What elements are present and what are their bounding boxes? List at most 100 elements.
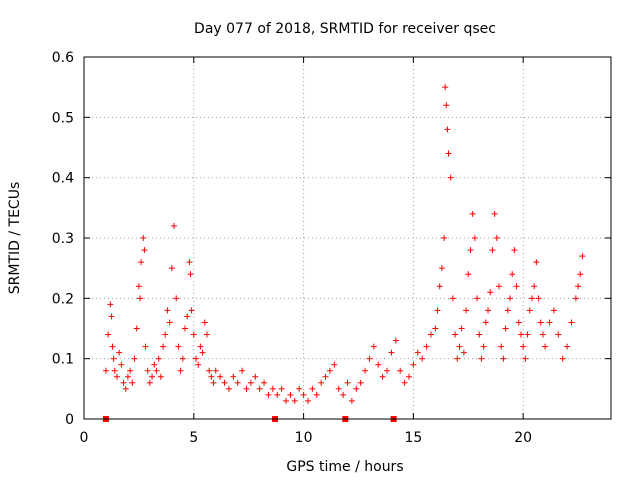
data-point bbox=[265, 391, 272, 398]
data-point bbox=[184, 313, 191, 320]
data-point bbox=[460, 349, 467, 356]
data-point bbox=[166, 319, 173, 326]
y-tick-label: 0.1 bbox=[52, 352, 74, 368]
data-point bbox=[452, 331, 459, 338]
data-point bbox=[105, 331, 112, 338]
data-point bbox=[397, 367, 404, 374]
data-point bbox=[142, 343, 149, 350]
data-point bbox=[500, 355, 507, 362]
data-point bbox=[401, 379, 408, 386]
data-point bbox=[414, 349, 421, 356]
data-point bbox=[441, 235, 448, 241]
y-tick-label: 0.5 bbox=[52, 110, 74, 126]
data-point bbox=[247, 379, 254, 386]
data-point bbox=[493, 235, 500, 241]
data-point bbox=[230, 373, 237, 380]
data-point bbox=[318, 379, 325, 386]
data-point bbox=[362, 367, 369, 374]
data-point bbox=[107, 301, 114, 308]
data-point bbox=[160, 343, 167, 350]
data-point bbox=[410, 361, 417, 368]
data-point bbox=[348, 397, 355, 404]
data-point bbox=[278, 385, 285, 392]
data-point bbox=[447, 174, 454, 181]
data-point bbox=[113, 373, 120, 380]
data-point bbox=[485, 307, 492, 314]
data-point bbox=[221, 379, 228, 386]
data-point bbox=[375, 361, 382, 368]
data-point bbox=[206, 367, 213, 374]
data-point bbox=[504, 307, 511, 314]
data-point bbox=[478, 355, 485, 362]
data-point bbox=[463, 307, 470, 314]
data-point bbox=[304, 397, 311, 404]
data-point bbox=[155, 355, 162, 362]
data-point bbox=[539, 331, 546, 338]
data-point bbox=[182, 325, 189, 332]
data-point bbox=[136, 295, 143, 302]
data-point bbox=[522, 355, 529, 362]
data-point bbox=[443, 102, 450, 109]
data-point bbox=[203, 331, 210, 338]
data-point bbox=[482, 319, 489, 326]
data-point bbox=[392, 337, 399, 344]
data-point bbox=[564, 343, 571, 350]
data-point bbox=[524, 331, 531, 338]
data-point bbox=[149, 373, 156, 380]
data-point bbox=[423, 343, 430, 350]
data-point bbox=[141, 247, 148, 254]
x-tick-label: 15 bbox=[404, 430, 422, 446]
data-point bbox=[502, 325, 509, 332]
plot-frame bbox=[83, 56, 612, 420]
data-point bbox=[144, 367, 151, 374]
data-point bbox=[496, 283, 503, 290]
x-axis-label: GPS time / hours bbox=[286, 459, 403, 475]
data-point bbox=[118, 361, 125, 368]
data-point bbox=[326, 367, 333, 374]
data-point bbox=[480, 343, 487, 350]
y-tick-label: 0.2 bbox=[52, 291, 74, 307]
data-point bbox=[313, 391, 320, 398]
data-point bbox=[535, 295, 542, 302]
data-point bbox=[116, 349, 123, 356]
data-point bbox=[491, 210, 498, 217]
data-point bbox=[419, 355, 426, 362]
data-point bbox=[296, 385, 303, 392]
data-point bbox=[252, 373, 259, 380]
data-point bbox=[300, 391, 307, 398]
data-point bbox=[353, 385, 360, 392]
data-point bbox=[474, 295, 481, 302]
data-point bbox=[506, 295, 513, 302]
data-point bbox=[434, 307, 441, 314]
data-point bbox=[157, 373, 164, 380]
data-point bbox=[187, 271, 194, 278]
data-point bbox=[234, 379, 241, 386]
data-point bbox=[179, 355, 186, 362]
data-point bbox=[340, 391, 347, 398]
data-point bbox=[379, 373, 386, 380]
data-point bbox=[124, 373, 131, 380]
data-point bbox=[135, 283, 142, 290]
data-point bbox=[162, 331, 169, 338]
ticks-layer: 0 0.1 0.2 0.3 0.4 0.5 0.6 0 5 10 15 20 bbox=[52, 50, 611, 446]
data-point bbox=[546, 319, 553, 326]
x-tick-label: 20 bbox=[514, 430, 532, 446]
data-point bbox=[102, 367, 109, 374]
data-point bbox=[322, 373, 329, 380]
data-points-layer bbox=[102, 84, 586, 404]
grid-layer bbox=[84, 57, 611, 419]
data-point bbox=[140, 235, 147, 241]
data-point bbox=[513, 283, 520, 290]
data-point bbox=[192, 355, 199, 362]
data-point bbox=[370, 343, 377, 350]
data-point bbox=[131, 355, 138, 362]
data-point bbox=[173, 295, 180, 302]
data-point bbox=[427, 331, 434, 338]
data-point bbox=[528, 295, 535, 302]
data-point bbox=[577, 271, 584, 278]
data-point bbox=[195, 361, 202, 368]
data-point bbox=[471, 235, 478, 241]
data-point bbox=[274, 391, 281, 398]
